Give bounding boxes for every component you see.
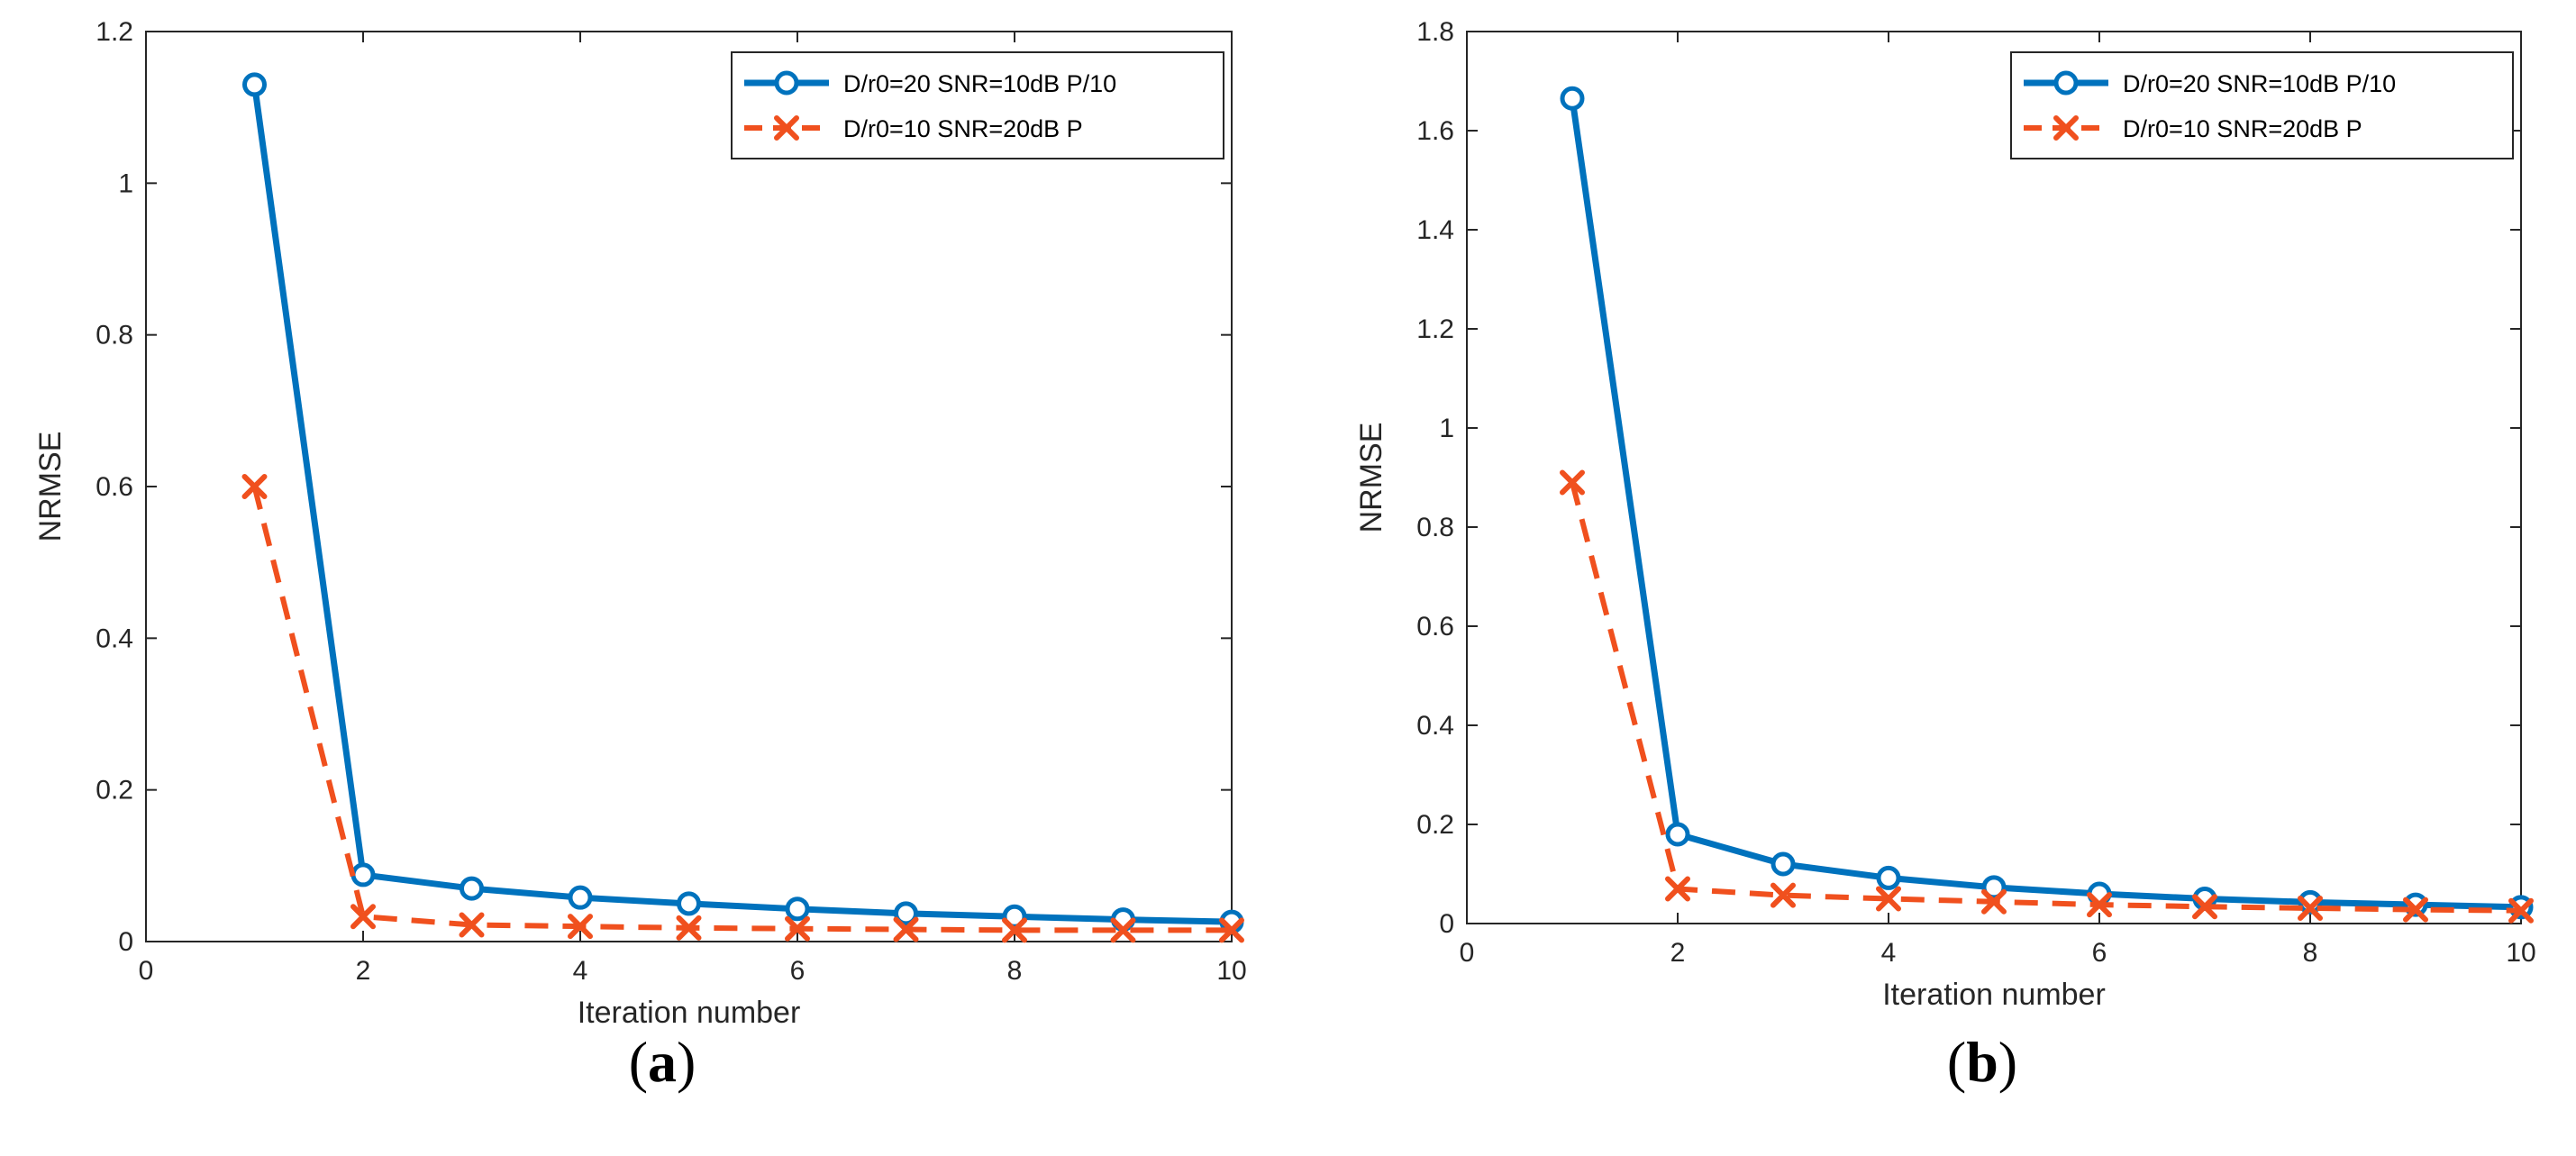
x-axis-title: Iteration number bbox=[1882, 978, 2106, 1012]
legend-marker-circle bbox=[774, 70, 799, 96]
x-tick-label: 2 bbox=[1670, 938, 1686, 968]
legend-box bbox=[2010, 51, 2514, 159]
data-point-series2-9 bbox=[1110, 917, 1136, 943]
y-tick-label: 1.6 bbox=[1416, 116, 1454, 146]
x-tick-label: 8 bbox=[2303, 938, 2318, 968]
y-tick-label: 0.4 bbox=[1416, 711, 1454, 741]
chart-panel-b: 0 2 4 6 8 10 0 0.2 0.4 0.6 0.8 1 1.2 1.4 1.6 1.8 Iterati… bbox=[1354, 17, 2536, 1094]
x-tick-label: 4 bbox=[1881, 938, 1897, 968]
x-tick-label: 2 bbox=[356, 956, 371, 986]
data-point-series1-8 bbox=[2298, 889, 2323, 915]
panel-label: (b) bbox=[1947, 1030, 2017, 1094]
data-point-series2-9 bbox=[2403, 897, 2428, 923]
x-tick-label: 0 bbox=[139, 956, 154, 986]
data-point-series1-2 bbox=[1665, 822, 1690, 847]
x-tick-label: 10 bbox=[1216, 956, 1246, 986]
y-tick-label: 1 bbox=[118, 168, 133, 198]
y-tick-label: 1.8 bbox=[1416, 17, 1454, 47]
data-point-series1-5 bbox=[677, 891, 701, 916]
data-point-series1-4 bbox=[568, 885, 593, 910]
legend-box bbox=[731, 51, 1224, 159]
y-axis-title: NRMSE bbox=[33, 432, 68, 542]
y-tick-label: 0.2 bbox=[96, 776, 133, 806]
x-axis-title: Iteration number bbox=[578, 996, 801, 1030]
data-point-series2-7 bbox=[893, 916, 919, 942]
legend-entry-2: D/r0=10 SNR=20dB P bbox=[843, 115, 1083, 142]
data-point-series2-8 bbox=[2298, 895, 2323, 921]
x-tick-label: 6 bbox=[2092, 938, 2107, 968]
data-point-series2-3 bbox=[1770, 882, 1796, 908]
data-point-series2-8 bbox=[1002, 917, 1027, 943]
y-tick-label: 0 bbox=[118, 927, 133, 957]
x-tick-label: 0 bbox=[1460, 938, 1475, 968]
legend-marker-x bbox=[774, 115, 799, 141]
y-tick-label: 0.8 bbox=[1416, 513, 1454, 542]
series-line-2 bbox=[1570, 481, 2522, 914]
y-tick-label: 0 bbox=[1439, 909, 1454, 939]
data-point-series1-1 bbox=[1560, 86, 1585, 111]
plot-area bbox=[145, 31, 1233, 942]
data-point-series2-5 bbox=[676, 915, 702, 941]
legend-entry-2: D/r0=10 SNR=20dB P bbox=[2123, 115, 2362, 142]
y-tick-label: 0.8 bbox=[96, 321, 133, 350]
data-point-series2-10 bbox=[2508, 897, 2534, 924]
legend-entry-1: D/r0=20 SNR=10dB P/10 bbox=[2123, 70, 2396, 97]
y-tick-label: 1.2 bbox=[96, 17, 133, 47]
series-line-1 bbox=[1569, 97, 2522, 911]
x-tick-label: 10 bbox=[2506, 938, 2535, 968]
panel-label: (a) bbox=[629, 1030, 696, 1094]
data-point-series1-3 bbox=[460, 876, 484, 901]
series-line-1 bbox=[251, 84, 1233, 925]
data-point-series2-2 bbox=[1665, 876, 1690, 902]
legend: D/r0=20 SNR=10dB P/10 D/r0=10 SNR=20dB P bbox=[2010, 51, 2514, 159]
data-point-series2-1 bbox=[1560, 469, 1585, 496]
data-point-series2-4 bbox=[1876, 886, 1901, 912]
legend-entry-1: D/r0=20 SNR=10dB P/10 bbox=[843, 70, 1116, 97]
data-point-series2-3 bbox=[459, 912, 485, 938]
y-axis-title: NRMSE bbox=[1354, 423, 1388, 533]
y-tick-label: 0.6 bbox=[1416, 612, 1454, 642]
y-tick-label: 1 bbox=[1439, 414, 1454, 443]
x-tick-label: 6 bbox=[790, 956, 806, 986]
data-point-series2-5 bbox=[1981, 888, 2007, 915]
data-point-series2-10 bbox=[1219, 917, 1244, 943]
data-point-series2-6 bbox=[785, 915, 810, 942]
y-tick-label: 1.2 bbox=[1416, 314, 1454, 344]
data-point-series1-2 bbox=[350, 862, 376, 887]
y-tick-label: 1.4 bbox=[1416, 215, 1454, 245]
data-point-series2-6 bbox=[2087, 892, 2112, 918]
legend: D/r0=20 SNR=10dB P/10 D/r0=10 SNR=20dB P bbox=[731, 51, 1224, 159]
y-tick-label: 0.6 bbox=[96, 472, 133, 502]
data-point-series1-4 bbox=[1876, 865, 1901, 890]
plot-area bbox=[1466, 31, 2522, 924]
data-point-series2-4 bbox=[568, 914, 593, 940]
data-point-series2-7 bbox=[2192, 894, 2217, 920]
legend-marker-circle bbox=[2053, 70, 2079, 96]
data-point-series1-1 bbox=[242, 72, 267, 97]
data-point-series2-2 bbox=[350, 904, 376, 930]
x-tick-label: 8 bbox=[1007, 956, 1023, 986]
y-tick-label: 0.2 bbox=[1416, 810, 1454, 840]
y-tick-label: 0.4 bbox=[96, 624, 133, 653]
series-line-2 bbox=[251, 486, 1232, 933]
data-point-series1-5 bbox=[1981, 875, 2007, 900]
chart-panel-a: 0 2 4 6 8 10 0 0.2 0.4 0.6 0.8 1 1.2 Iteration number… bbox=[33, 17, 1247, 1094]
x-tick-label: 4 bbox=[573, 956, 588, 986]
data-point-series1-6 bbox=[785, 897, 810, 922]
data-point-series1-7 bbox=[894, 901, 918, 926]
data-point-series1-3 bbox=[1770, 851, 1796, 877]
legend-marker-x bbox=[2053, 115, 2079, 141]
data-point-series2-1 bbox=[241, 474, 268, 499]
